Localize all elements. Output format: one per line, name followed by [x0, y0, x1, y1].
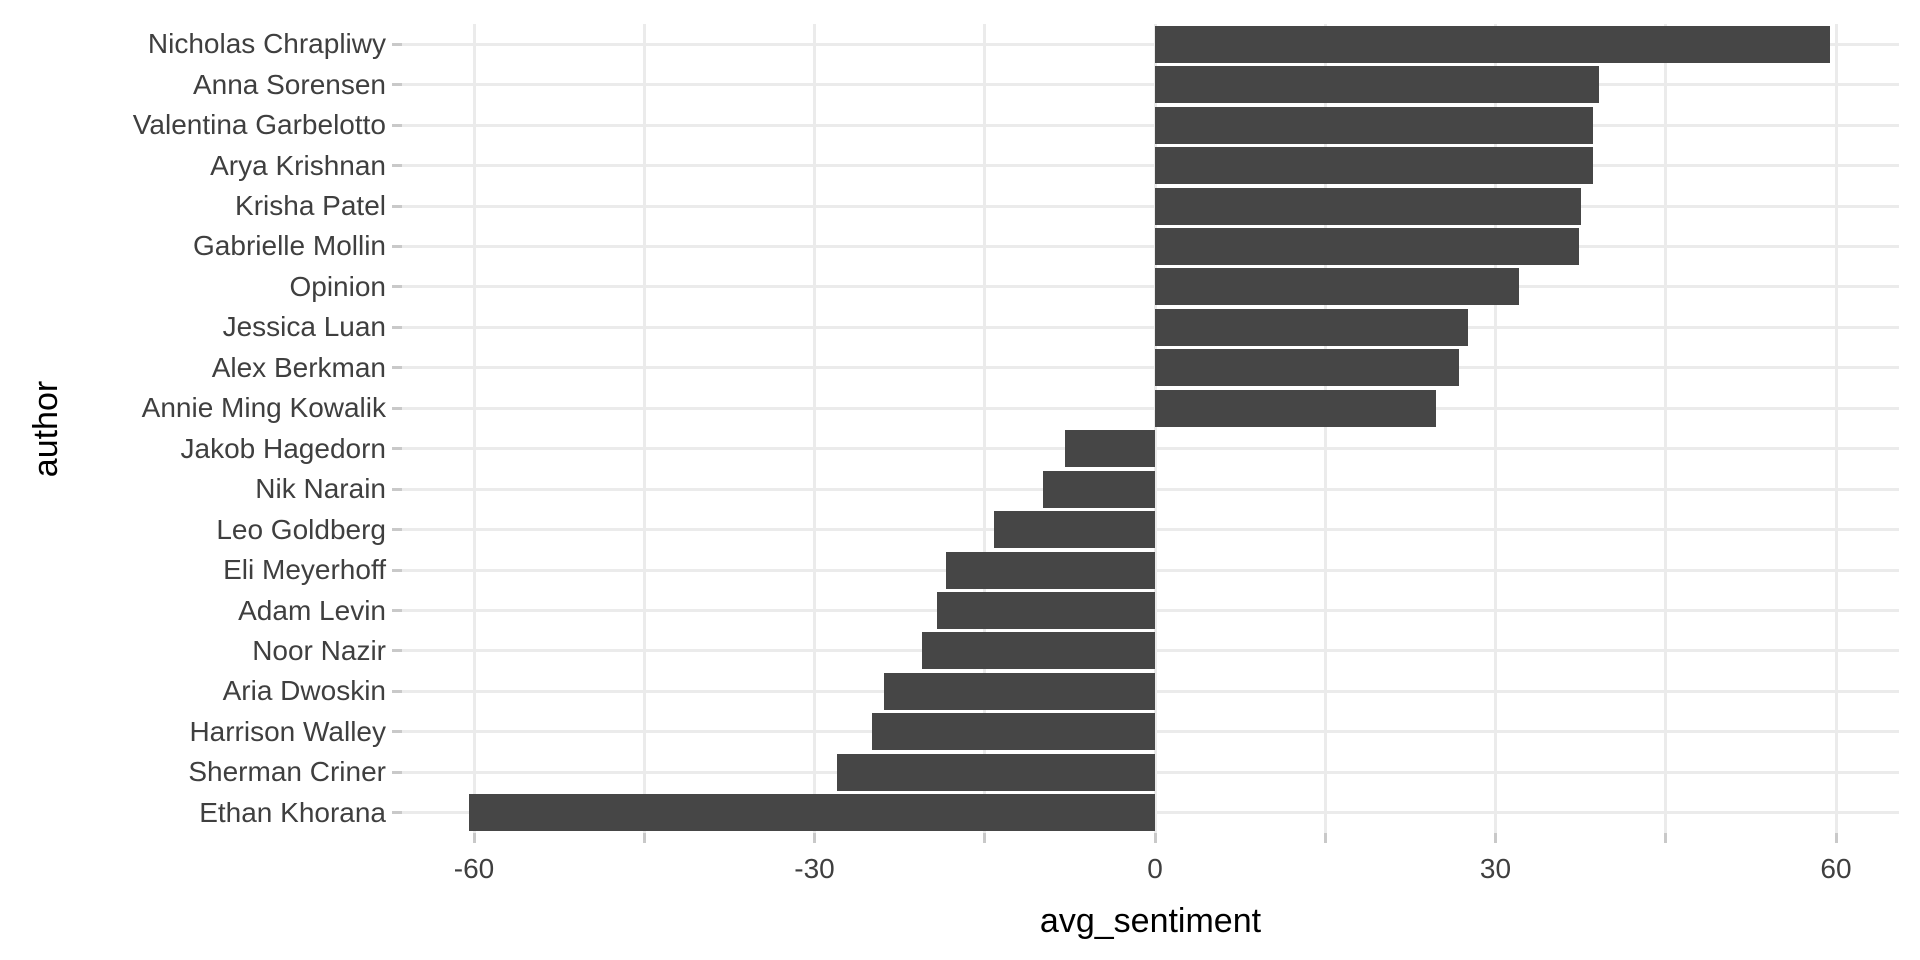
bar	[1155, 308, 1469, 346]
y-axis-tick	[392, 204, 402, 208]
category-label: Opinion	[289, 270, 386, 302]
y-axis-tick	[392, 123, 402, 127]
y-gridline	[402, 285, 1899, 289]
y-axis-title: author	[27, 380, 65, 477]
bar	[872, 713, 1155, 751]
y-axis-tick	[392, 649, 402, 653]
bar	[937, 592, 1155, 630]
y-axis-tick	[392, 609, 402, 613]
x-gridline	[642, 24, 646, 833]
bar	[1155, 389, 1437, 427]
bar	[1155, 268, 1520, 306]
y-axis-tick	[392, 366, 402, 370]
x-gridline	[472, 24, 476, 833]
category-label: Sherman Criner	[188, 756, 386, 788]
x-axis-tick	[983, 833, 987, 843]
y-axis-tick	[392, 285, 402, 289]
category-label: Nik Narain	[255, 473, 386, 505]
x-axis-tick	[1664, 833, 1668, 843]
y-axis-tick	[392, 487, 402, 491]
category-label: Jessica Luan	[222, 311, 386, 343]
x-gridline	[1323, 24, 1327, 833]
bar	[922, 632, 1155, 670]
bar	[993, 511, 1155, 549]
x-axis-title: avg_sentiment	[1039, 902, 1262, 940]
bar	[1155, 66, 1599, 104]
bar	[1155, 147, 1594, 185]
category-label: Valentina Garbelotto	[132, 109, 386, 141]
y-axis-tick	[392, 730, 402, 734]
bar	[469, 794, 1155, 832]
bar	[1042, 470, 1155, 508]
category-label: Ethan Khorana	[199, 796, 386, 828]
y-gridline	[402, 164, 1899, 168]
x-gridline	[1834, 24, 1838, 833]
y-axis-tick	[392, 325, 402, 329]
bar	[1155, 227, 1580, 265]
y-axis-tick	[392, 164, 402, 168]
y-axis-tick	[392, 244, 402, 248]
y-axis-tick	[392, 447, 402, 451]
y-gridline	[402, 83, 1899, 87]
category-label: Harrison Walley	[189, 715, 386, 747]
x-gridline	[813, 24, 816, 833]
category-label: Alex Berkman	[211, 351, 386, 383]
category-label: Nicholas Chrapliwy	[147, 28, 386, 60]
x-gridline	[1153, 24, 1157, 833]
x-tick-label: -60	[453, 853, 495, 884]
x-axis-tick	[813, 833, 816, 843]
x-tick-label: 30	[1479, 853, 1512, 884]
category-label: Adam Levin	[238, 594, 386, 626]
x-tick-label: -30	[794, 853, 835, 884]
bar	[1155, 106, 1594, 144]
x-gridline	[983, 24, 987, 833]
y-axis-tick	[392, 83, 402, 87]
x-axis-tick	[472, 833, 476, 843]
x-gridline	[1494, 24, 1497, 833]
y-axis-tick	[392, 42, 402, 46]
y-axis-tick	[392, 770, 402, 774]
y-gridline	[402, 406, 1899, 410]
bar	[1155, 25, 1831, 63]
x-tick-label: 60	[1820, 853, 1852, 884]
y-axis-tick	[392, 689, 402, 693]
category-label: Gabrielle Mollin	[193, 230, 386, 262]
bar	[837, 753, 1155, 791]
y-axis-tick	[392, 568, 402, 572]
category-label: Aria Dwoskin	[222, 675, 386, 707]
category-label: Annie Ming Kowalik	[141, 392, 386, 424]
category-label: Arya Krishnan	[210, 149, 386, 181]
x-axis-tick	[642, 833, 646, 843]
bar	[883, 672, 1155, 710]
y-gridline	[402, 123, 1899, 127]
y-axis-tick	[392, 528, 402, 532]
bar	[1155, 349, 1460, 387]
x-axis-tick	[1494, 833, 1497, 843]
x-axis-tick	[1323, 833, 1327, 843]
bar	[1155, 187, 1581, 225]
x-axis-tick	[1834, 833, 1838, 843]
y-axis-tick	[392, 406, 402, 410]
category-label: Krisha Patel	[235, 190, 386, 222]
category-label: Leo Goldberg	[216, 513, 386, 545]
y-gridline	[402, 244, 1899, 248]
category-label: Anna Sorensen	[192, 68, 386, 100]
category-label: Eli Meyerhoff	[223, 554, 386, 586]
category-label: Noor Nazir	[252, 634, 386, 666]
y-gridline	[402, 366, 1899, 370]
bar	[946, 551, 1155, 589]
bar	[1065, 430, 1155, 468]
x-tick-label: 0	[1147, 853, 1163, 884]
y-gridline	[402, 325, 1899, 329]
y-gridline	[402, 204, 1899, 208]
y-gridline	[402, 42, 1899, 46]
y-axis-tick	[392, 811, 402, 815]
category-label: Jakob Hagedorn	[180, 432, 386, 464]
x-gridline	[1664, 24, 1668, 833]
x-axis-tick	[1153, 833, 1157, 843]
